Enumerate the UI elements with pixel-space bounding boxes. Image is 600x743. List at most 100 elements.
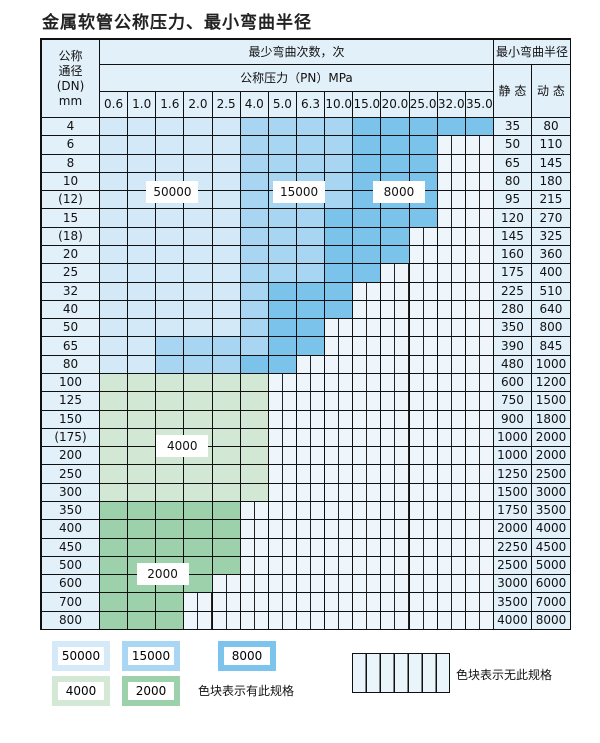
no-spec-cell — [296, 593, 326, 612]
no-spec-cell — [268, 374, 297, 393]
spec-cell — [184, 227, 213, 246]
spec-cell — [296, 300, 326, 320]
spec-cell — [184, 502, 213, 521]
dn-cell: 25 — [42, 264, 100, 283]
pressure-col-header: 2.5 — [212, 92, 241, 118]
spec-cell — [100, 502, 129, 521]
static-radius-cell: 1000 — [493, 428, 532, 448]
spec-cell — [100, 264, 129, 283]
no-spec-cell — [465, 264, 494, 283]
spec-cell — [128, 538, 157, 557]
spec-cell — [240, 300, 269, 320]
spec-cell — [184, 209, 213, 228]
spec-cell — [156, 118, 185, 137]
no-spec-cell — [296, 392, 326, 411]
spec-cell — [212, 118, 241, 137]
dynamic-radius-cell: 80 — [531, 118, 571, 137]
spec-cell — [184, 465, 213, 484]
dn-cell: 150 — [42, 410, 100, 429]
dynamic-radius-cell: 180 — [531, 172, 571, 192]
no-spec-cell — [325, 319, 354, 338]
spec-cell — [128, 209, 157, 228]
dynamic-radius-cell: 2000 — [531, 447, 571, 466]
spec-cell — [100, 227, 129, 246]
static-radius-cell: 175 — [493, 264, 532, 283]
static-radius-cell: 2500 — [493, 556, 532, 576]
no-spec-cell — [353, 319, 382, 338]
no-spec-cell — [353, 392, 382, 411]
spec-cell — [268, 136, 297, 155]
spec-cell — [268, 209, 297, 228]
static-radius-cell: 1750 — [493, 502, 532, 521]
no-spec-cell — [465, 465, 494, 484]
spec-cell — [100, 154, 129, 173]
spec-cell — [268, 246, 297, 265]
spec-cell — [325, 264, 354, 283]
spec-cell — [353, 154, 382, 173]
no-spec-cell — [381, 355, 410, 374]
no-spec-cell — [296, 502, 326, 521]
spec-cell — [128, 355, 157, 374]
spec-cell — [268, 355, 297, 374]
spec-cell — [128, 136, 157, 155]
static-radius-cell: 4000 — [493, 611, 532, 630]
legend-no-spec-text: 色块表示无此规格 — [456, 668, 553, 682]
spec-cell — [240, 392, 269, 411]
no-spec-cell — [296, 520, 326, 539]
spec-cell — [100, 538, 129, 557]
no-spec-cell — [465, 392, 494, 411]
dn-cell: 10 — [42, 172, 100, 192]
dn-cell: 6 — [42, 136, 100, 155]
spec-cell — [325, 136, 354, 155]
dynamic-radius-cell: 3000 — [531, 483, 571, 502]
static-radius-cell: 3500 — [493, 593, 532, 612]
no-spec-cell — [353, 300, 382, 320]
spec-cell — [381, 209, 410, 228]
spec-cell — [156, 538, 185, 557]
spec-cell — [128, 227, 157, 246]
no-spec-cell — [381, 556, 410, 576]
no-spec-cell — [381, 282, 410, 301]
spec-cell — [184, 575, 213, 594]
spec-cell — [100, 520, 129, 539]
no-spec-cell — [325, 465, 354, 484]
no-spec-cell — [296, 447, 326, 466]
spec-cell — [240, 483, 269, 502]
no-spec-cell — [465, 227, 494, 246]
no-spec-cell — [409, 227, 438, 246]
no-spec-cell — [465, 410, 494, 429]
pressure-col-header: 25.0 — [409, 92, 438, 118]
dn-cell: 350 — [42, 502, 100, 521]
spec-cell — [296, 227, 326, 246]
spec-cell — [100, 575, 129, 594]
spec-cell — [268, 118, 297, 137]
spec-cell — [212, 337, 241, 356]
spec-cell — [268, 154, 297, 173]
spec-cell — [128, 392, 157, 411]
bend-cycles-header: 最少弯曲次数，次 — [100, 40, 494, 65]
no-spec-cell — [296, 538, 326, 557]
no-spec-cell — [325, 556, 354, 576]
no-spec-cell — [437, 136, 466, 155]
no-spec-cell — [325, 392, 354, 411]
dynamic-radius-cell: 510 — [531, 282, 571, 301]
no-spec-cell — [325, 483, 354, 502]
spec-cell — [240, 282, 269, 301]
no-spec-cell — [212, 611, 241, 630]
no-spec-cell — [465, 172, 494, 192]
pressure-col-header: 10.0 — [325, 92, 354, 118]
spec-cell — [296, 209, 326, 228]
spec-cell — [156, 593, 185, 612]
spec-cell — [212, 465, 241, 484]
no-spec-cell — [296, 428, 326, 448]
dynamic-radius-cell: 400 — [531, 264, 571, 283]
spec-cell — [100, 465, 129, 484]
spec-cell — [296, 136, 326, 155]
no-spec-cell — [381, 264, 410, 283]
no-spec-cell — [437, 611, 466, 630]
spec-cell — [381, 136, 410, 155]
pressure-col-header: 0.6 — [100, 92, 129, 118]
no-spec-cell — [465, 520, 494, 539]
dn-cell: 40 — [42, 300, 100, 320]
no-spec-cell — [268, 575, 297, 594]
